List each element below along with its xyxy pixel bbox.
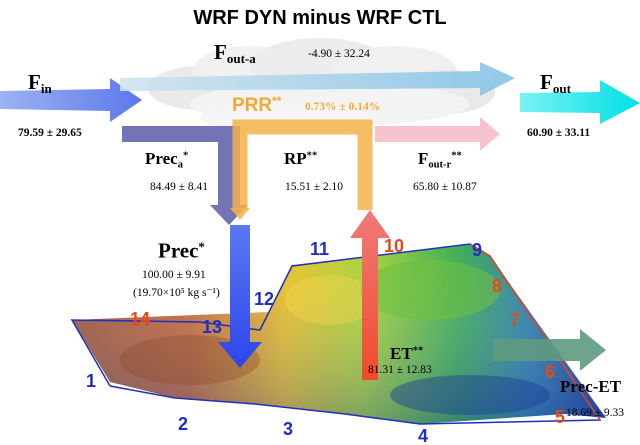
et-value: 81.31 ± 12.83 — [368, 364, 432, 376]
f-out-label: Fout — [540, 70, 571, 97]
prec-value: 100.00 ± 9.91 — [142, 269, 206, 281]
et-label: ET** — [390, 344, 424, 363]
f-out-r-value: 65.80 ± 10.87 — [413, 181, 477, 193]
f-out-r-arrow — [375, 117, 500, 151]
f-out-a-arrow — [120, 62, 515, 96]
f-in-arrow — [0, 78, 142, 122]
segment-number: 6 — [545, 362, 556, 382]
segment-number: 9 — [472, 240, 483, 260]
prec-arrow — [218, 225, 262, 368]
prec-et-arrow — [493, 329, 606, 371]
segment-number: 1 — [86, 371, 97, 391]
segment-number: 4 — [418, 426, 429, 445]
rp-value: 15.51 ± 2.10 — [285, 181, 344, 193]
prec-flux: (19.70×10⁵ kg s⁻¹) — [133, 287, 220, 299]
f-out-a-value: -4.90 ± 32.24 — [308, 48, 370, 60]
f-in-value: 79.59 ± 29.65 — [18, 127, 82, 139]
segment-number: 2 — [178, 414, 189, 434]
segment-number: 8 — [492, 276, 503, 296]
f-out-a-label: Fout-a — [214, 40, 256, 67]
segment-number: 11 — [310, 239, 330, 259]
page-title: WRF DYN minus WRF CTL — [193, 7, 447, 29]
prec-label: Prec* — [158, 238, 205, 263]
prr-loop — [232, 119, 373, 210]
f-out-arrow — [520, 80, 640, 124]
segment-number: 12 — [254, 289, 275, 309]
rp-label: RP** — [284, 149, 318, 168]
segment-number: 10 — [384, 236, 405, 256]
f-out-value: 60.90 ± 33.11 — [527, 127, 591, 139]
prec-a-label: Preca* — [145, 149, 189, 171]
f-out-r-label: Fout-r** — [418, 149, 462, 171]
segment-number: 3 — [283, 419, 294, 439]
et-arrow — [350, 210, 390, 380]
terrain-map — [72, 244, 606, 424]
prr-label: PRR** — [232, 95, 282, 116]
f-in-label: Fin — [28, 70, 52, 97]
prec-et-value: 18.69 ± 9.33 — [566, 407, 625, 419]
segment-number: 5 — [555, 407, 566, 427]
segment-number: 14 — [130, 309, 151, 329]
prec-et-label: Prec-ET — [560, 377, 622, 396]
prec-a-arrow — [122, 126, 248, 225]
segment-number: 13 — [202, 317, 223, 337]
prr-value: 0.73% ± 0.14% — [305, 101, 381, 113]
prec-a-value: 84.49 ± 8.41 — [150, 181, 209, 193]
segment-number: 7 — [510, 310, 521, 330]
